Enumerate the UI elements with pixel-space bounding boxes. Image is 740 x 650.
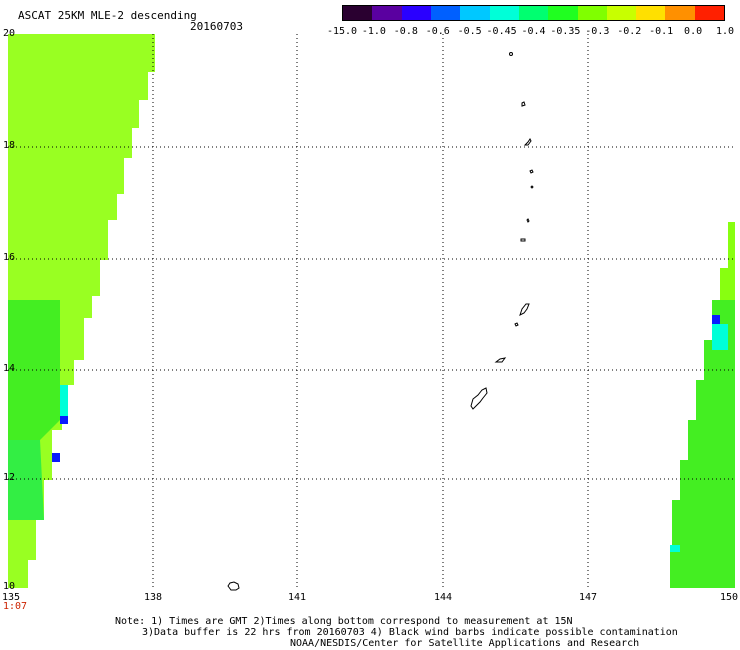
color-scale-label: 1.0 xyxy=(715,26,735,37)
island-saipan xyxy=(519,303,530,316)
color-scale-segment xyxy=(606,6,637,20)
lon-tick-147: 147 xyxy=(578,592,598,603)
color-scale-segment xyxy=(460,6,490,20)
west-swath-lower xyxy=(8,300,60,440)
lon-tick-144: 144 xyxy=(433,592,453,603)
note-line-1: Note: 1) Times are GMT 2)Times along bot… xyxy=(115,616,573,627)
island-rota xyxy=(494,357,507,363)
east-swath-cyan2 xyxy=(670,545,680,552)
color-scale-label: -0.8 xyxy=(393,26,418,37)
color-scale-label: -15.0 xyxy=(326,26,358,37)
island-fais xyxy=(227,581,240,591)
color-scale-segment xyxy=(665,6,695,20)
map-title: ASCAT 25KM MLE-2 descending xyxy=(18,9,197,22)
note-line-3: NOAA/NESDIS/Center for Satellite Applica… xyxy=(290,638,640,649)
island-pagan xyxy=(523,138,532,146)
swath-time-label: 1:07 xyxy=(3,601,28,612)
color-scale-label: -0.1 xyxy=(649,26,674,37)
color-scale-label: -1.0 xyxy=(361,26,386,37)
lat-tick-10: 10 xyxy=(3,581,16,592)
island-maug xyxy=(521,101,526,107)
color-scale-bar xyxy=(342,5,725,21)
lat-tick-14: 14 xyxy=(3,363,16,374)
west-swath-blue1 xyxy=(60,416,68,424)
color-scale-label: -0.45 xyxy=(486,26,517,37)
lon-tick-150: 150 xyxy=(719,592,739,603)
lat-tick-20: 20 xyxy=(3,28,16,39)
lon-tick-141: 141 xyxy=(287,592,307,603)
island-sarigan xyxy=(526,218,530,223)
color-scale-segment xyxy=(372,6,402,20)
color-scale-segment xyxy=(694,6,725,20)
color-scale-segment xyxy=(636,6,666,20)
color-scale-label: -0.5 xyxy=(457,26,482,37)
east-swath-area xyxy=(670,222,735,588)
map-date: 20160703 xyxy=(190,20,243,33)
color-scale-segment xyxy=(518,6,549,20)
lat-tick-18: 18 xyxy=(3,140,16,151)
west-swath-bottom xyxy=(8,440,44,520)
west-swath xyxy=(8,34,155,588)
east-swath-top xyxy=(720,222,735,300)
color-scale-label: -0.3 xyxy=(585,26,610,37)
island-anatahan xyxy=(520,238,526,242)
color-scale-segment xyxy=(489,6,519,20)
west-swath-cyan xyxy=(60,385,68,416)
color-scale-segment xyxy=(401,6,431,20)
east-swath-cyan xyxy=(712,324,728,350)
island-guam xyxy=(470,387,488,410)
color-scale-label: -0.4 xyxy=(521,26,546,37)
lat-tick-12: 12 xyxy=(3,472,16,483)
color-scale-label: -0.6 xyxy=(425,26,450,37)
east-swath xyxy=(670,222,735,588)
island-alamagan xyxy=(529,169,534,174)
color-scale-segment xyxy=(343,6,373,20)
lat-tick-16: 16 xyxy=(3,252,16,263)
color-scale-labels: -15.0 -1.0 -0.8 -0.6 -0.5 -0.45 -0.4 -0.35 -0.3-… xyxy=(326,26,738,38)
note-line-2: 3)Data buffer is 22 hrs from 20160703 4)… xyxy=(142,627,678,638)
island-farallon xyxy=(509,52,513,56)
island-tinian xyxy=(514,322,519,327)
east-swath-blue xyxy=(712,315,720,324)
color-scale-segment xyxy=(430,6,461,20)
color-scale-segment xyxy=(577,6,607,20)
color-scale-label: -0.35 xyxy=(550,26,581,37)
west-swath-blue2 xyxy=(52,453,60,462)
west-swath-area xyxy=(8,34,155,588)
island-guguan xyxy=(530,185,534,189)
lon-tick-138: 138 xyxy=(143,592,163,603)
color-scale-label: 0.0 xyxy=(684,26,703,37)
island-outlines xyxy=(227,52,534,591)
color-scale-label: -0.2 xyxy=(617,26,642,37)
lon-tick-135: 135 xyxy=(1,592,21,603)
color-scale-segment xyxy=(548,6,578,20)
lat-lon-grid xyxy=(8,34,735,588)
